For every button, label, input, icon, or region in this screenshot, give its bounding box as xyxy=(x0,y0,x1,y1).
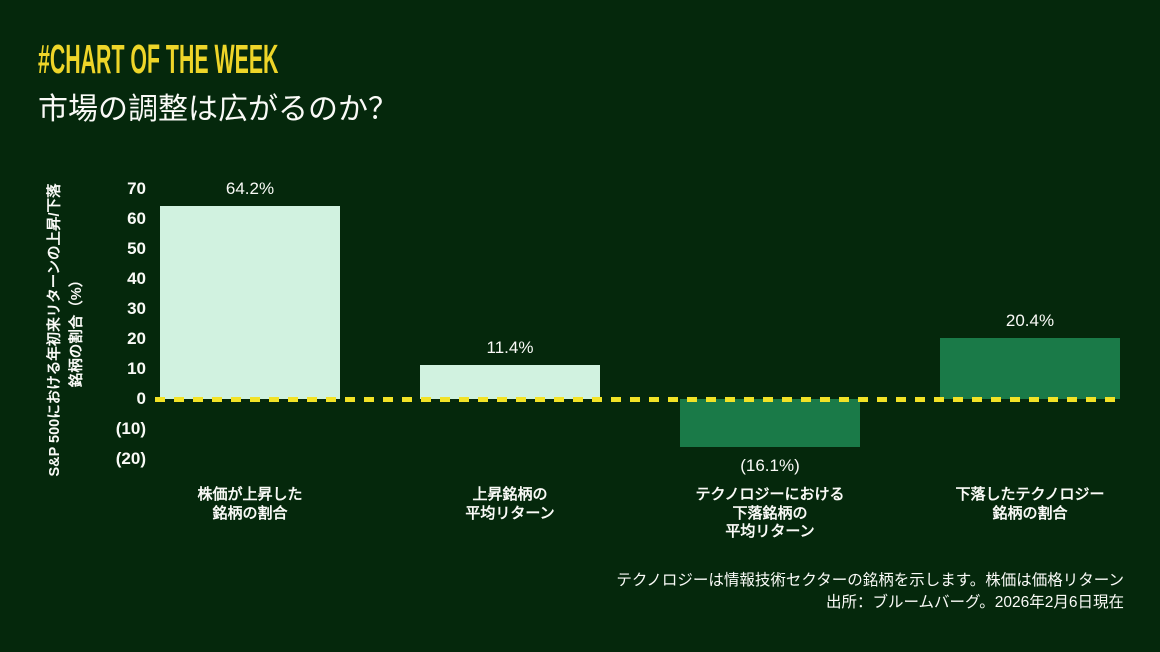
value-label-1: 64.2% xyxy=(225,179,275,198)
category-label-line: 上昇銘柄の xyxy=(472,486,548,503)
category-label-4: 下落したテクノロジー 銘柄の割合 xyxy=(900,486,1160,523)
y-tick-(10): (10) xyxy=(115,419,146,438)
category-label-line: 下落銘柄の xyxy=(732,504,808,522)
footnote-source: 出所：ブルームバーグ。2026年2月6日現在 xyxy=(825,594,1124,611)
category-label-line: 株価が上昇した xyxy=(197,486,303,503)
category-label-1: 株価が上昇した 銘柄の割合 xyxy=(120,486,380,523)
y-tick-(20): (20) xyxy=(115,449,146,468)
category-label-line: 平均リターン xyxy=(725,523,815,540)
kicker-hashtag-title: #CHART OF THE WEEK xyxy=(38,36,279,82)
footnote-note: テクノロジーは情報技術セクターの銘柄を示します。株価は価格リターン xyxy=(616,572,1124,589)
value-label-4: 20.4% xyxy=(1005,311,1055,330)
chart-title: 市場の調整は広がるのか？ xyxy=(38,93,398,126)
category-label-line: 下落したテクノロジー xyxy=(955,486,1105,503)
category-label-line: 銘柄の割合 xyxy=(212,504,288,522)
y-tick-70: 70 xyxy=(127,179,146,198)
value-label-3: (16.1%) xyxy=(740,456,800,475)
category-label-line: 銘柄の割合 xyxy=(992,504,1068,522)
y-tick-40: 40 xyxy=(127,269,146,288)
category-label-3: テクノロジーにおける 下落銘柄の 平均リターン xyxy=(640,486,900,542)
bar-1 xyxy=(160,206,340,399)
y-axis-label-line1: S&P 500における年初来リターンの上昇/下落 xyxy=(47,183,63,477)
y-axis-label: S&P 500における年初来リターンの上昇/下落 銘柄の割合（%） xyxy=(44,140,88,520)
bar-3 xyxy=(680,399,860,447)
category-label-2: 上昇銘柄の 平均リターン xyxy=(380,486,640,523)
category-label-line: 平均リターン xyxy=(465,504,555,522)
y-tick-30: 30 xyxy=(127,299,146,318)
y-tick-20: 20 xyxy=(127,329,146,348)
y-tick-10: 10 xyxy=(127,359,146,378)
bar-4 xyxy=(940,338,1120,399)
footnote: テクノロジーは情報技術セクターの銘柄を示します。株価は価格リターン 出所：ブルー… xyxy=(616,570,1124,614)
y-tick-0: 0 xyxy=(136,389,146,408)
bar-2 xyxy=(420,365,600,399)
value-label-2: 11.4% xyxy=(486,338,534,357)
zero-baseline-dashed xyxy=(155,397,1121,402)
category-label-line: テクノロジーにおける xyxy=(695,486,845,503)
y-tick-50: 50 xyxy=(127,239,146,258)
y-tick-60: 60 xyxy=(127,209,146,228)
